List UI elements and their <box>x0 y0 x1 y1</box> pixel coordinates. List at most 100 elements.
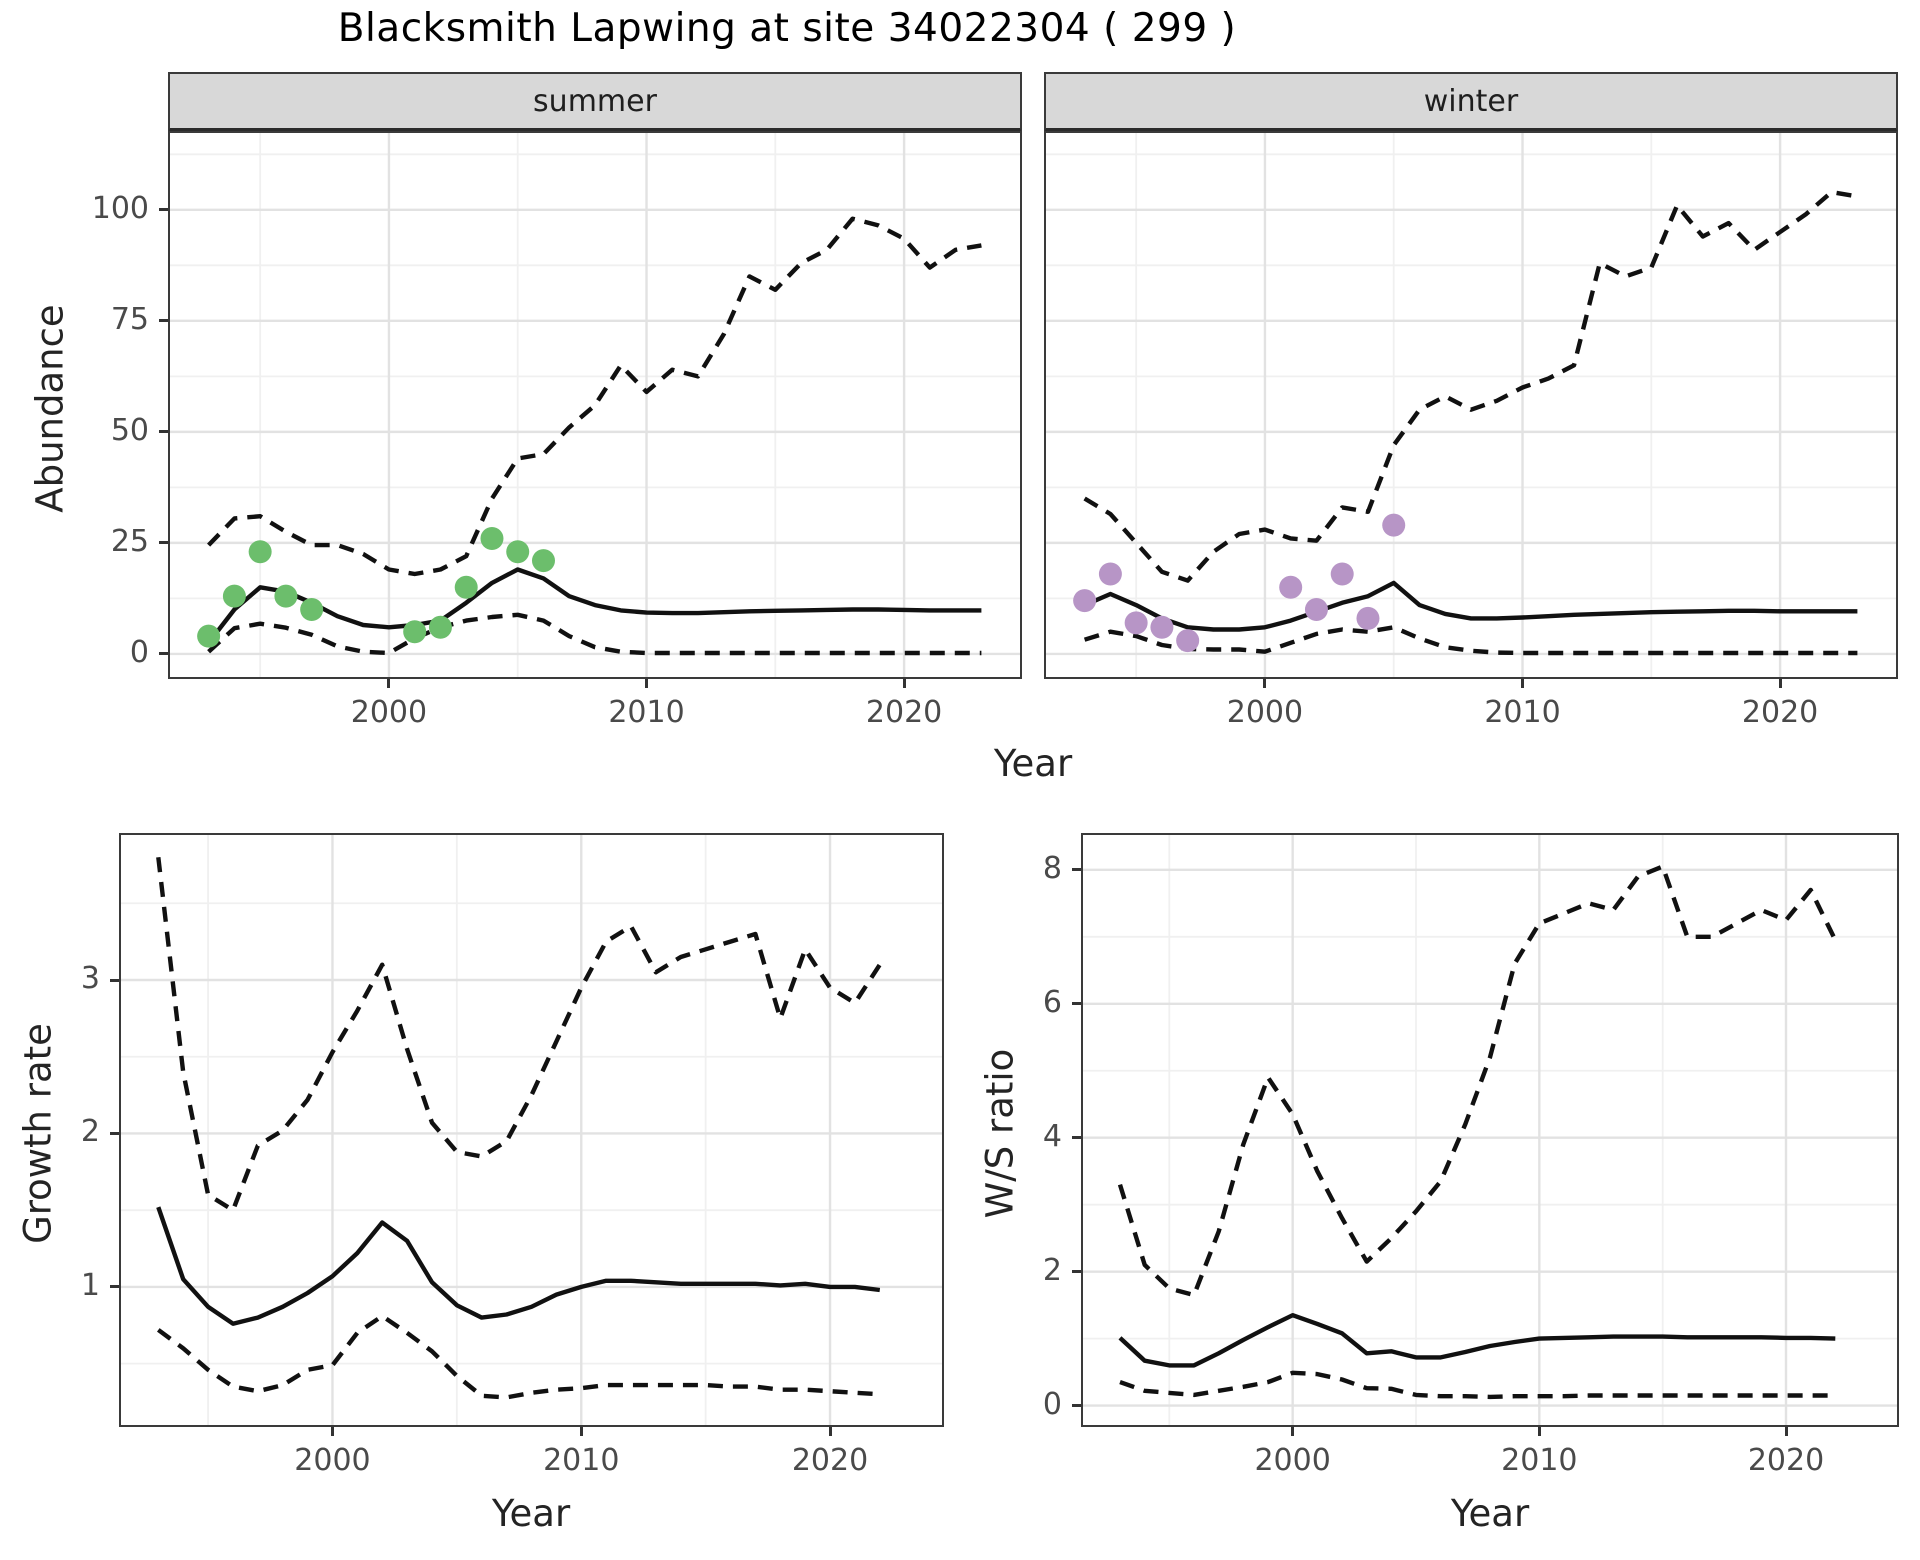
winter-x-tick <box>1778 679 1782 688</box>
winter-x-tick <box>1263 679 1267 688</box>
summer-x-tick <box>902 679 906 688</box>
summer-y-tick <box>159 541 168 545</box>
summer-observation-point <box>428 615 452 639</box>
growth-y-tick <box>110 978 119 982</box>
ratio-y-tick-label: 4 <box>1042 1118 1062 1154</box>
summer-x-tick-label: 2010 <box>608 695 685 730</box>
growth-x-tick-label: 2010 <box>543 1443 620 1478</box>
winter-observation-point <box>1304 597 1328 621</box>
summer-x-tick-label: 2000 <box>350 695 428 730</box>
ratio-y-tick <box>1072 1136 1081 1140</box>
winter-plot-area <box>1045 132 1896 677</box>
ws-ratio-panel <box>1080 832 1899 1427</box>
ratio-upper_ci-line <box>1117 863 1837 1297</box>
growth-rate-panel <box>118 832 944 1427</box>
summer-observation-point <box>454 575 478 599</box>
growth-median-line <box>155 1205 880 1326</box>
growth-x-tick-label: 2020 <box>791 1443 869 1478</box>
summer-y-tick <box>159 319 168 323</box>
growth-x-tick <box>579 1427 583 1436</box>
chart-title: Blacksmith Lapwing at site 34022304 ( 29… <box>337 6 1237 51</box>
ratio-lower_ci-line <box>1118 1370 1835 1399</box>
growth-plot-area <box>120 834 942 1425</box>
summer-observation-point <box>222 584 246 608</box>
winter-observation-point <box>1124 610 1148 634</box>
x-axis-title-year-growth: Year <box>491 1492 571 1535</box>
winter-x-tick-label: 2020 <box>1741 695 1819 730</box>
winter-observation-point <box>1330 561 1354 585</box>
summer-observation-point <box>299 597 323 621</box>
summer-observation-point <box>531 548 555 572</box>
facet-strip-winter: winter <box>1044 72 1898 133</box>
summer-lower_ci-line <box>206 612 981 655</box>
growth-lower_ci-line <box>156 1313 880 1400</box>
ratio-y-tick <box>1072 1404 1081 1408</box>
summer-observation-point <box>196 624 220 648</box>
x-axis-title-year-ratio: Year <box>1450 1492 1530 1535</box>
summer-y-tick <box>159 652 168 656</box>
summer-x-tick <box>387 679 391 688</box>
ratio-x-tick-label: 2010 <box>1501 1443 1578 1478</box>
summer-observation-point <box>402 619 426 643</box>
growth-y-tick <box>110 1131 119 1135</box>
facet-strip-winter-label: winter <box>1423 83 1519 119</box>
summer-upper_ci-line <box>206 215 982 576</box>
ratio-x-tick <box>1537 1427 1541 1436</box>
ratio-plot-area <box>1082 834 1897 1425</box>
ratio-y-tick <box>1072 868 1081 872</box>
x-axis-title-year-top: Year <box>993 742 1073 785</box>
growth-y-tick-label: 1 <box>80 1267 100 1303</box>
winter-x-tick-label: 2000 <box>1226 695 1304 730</box>
ratio-y-tick-label: 0 <box>1042 1386 1062 1422</box>
summer-observation-point <box>505 539 529 563</box>
ratio-x-tick <box>1291 1427 1295 1436</box>
summer-y-tick-label: 75 <box>110 301 149 337</box>
winter-observation-point <box>1278 575 1302 599</box>
summer-observation-point <box>479 526 503 550</box>
facet-strip-summer: summer <box>168 72 1022 133</box>
growth-y-tick-label: 3 <box>80 961 100 996</box>
summer-observation-point <box>248 539 272 563</box>
summer-y-tick-label: 25 <box>110 523 149 559</box>
winter-observation-point <box>1175 628 1199 652</box>
summer-y-tick-label: 0 <box>129 634 149 670</box>
summer-y-tick-label: 50 <box>110 412 149 448</box>
growth-x-tick <box>828 1427 832 1436</box>
winter-x-tick <box>1521 679 1524 688</box>
growth-y-tick <box>110 1285 119 1289</box>
winter-abundance-panel <box>1043 130 1898 679</box>
summer-x-tick <box>645 679 648 688</box>
ratio-y-tick <box>1072 1270 1081 1274</box>
winter-median-line <box>1083 580 1857 632</box>
growth-x-tick <box>330 1427 334 1436</box>
ratio-y-tick <box>1072 1002 1081 1006</box>
winter-observation-point <box>1355 606 1379 630</box>
summer-x-tick-label: 2020 <box>865 695 943 730</box>
ratio-x-tick-label: 2020 <box>1747 1443 1825 1478</box>
summer-plot-area <box>169 132 1020 677</box>
winter-observation-point <box>1149 615 1173 639</box>
winter-observation-point <box>1072 588 1096 612</box>
winter-upper_ci-line <box>1082 189 1858 583</box>
summer-abundance-panel <box>167 130 1022 679</box>
ratio-y-tick-label: 8 <box>1042 850 1062 886</box>
winter-observation-point <box>1098 561 1122 585</box>
growth-y-tick-label: 2 <box>80 1114 100 1150</box>
facet-strip-summer-label: summer <box>533 83 657 119</box>
ratio-y-tick-label: 6 <box>1042 984 1062 1020</box>
summer-y-tick-label: 100 <box>91 190 149 226</box>
growth-upper_ci-line <box>155 856 882 1212</box>
summer-y-tick <box>159 430 168 434</box>
ratio-x-tick-label: 2000 <box>1254 1443 1331 1478</box>
summer-y-tick <box>159 208 168 212</box>
winter-x-tick-label: 2010 <box>1484 695 1561 730</box>
winter-lower_ci-line <box>1083 624 1857 655</box>
summer-median-line <box>206 566 981 644</box>
ratio-median-line <box>1118 1312 1835 1368</box>
summer-observation-point <box>273 584 297 608</box>
winter-observation-point <box>1381 513 1405 537</box>
ratio-y-tick-label: 2 <box>1042 1252 1062 1288</box>
growth-x-tick-label: 2000 <box>294 1443 371 1478</box>
ratio-x-tick <box>1784 1427 1788 1436</box>
